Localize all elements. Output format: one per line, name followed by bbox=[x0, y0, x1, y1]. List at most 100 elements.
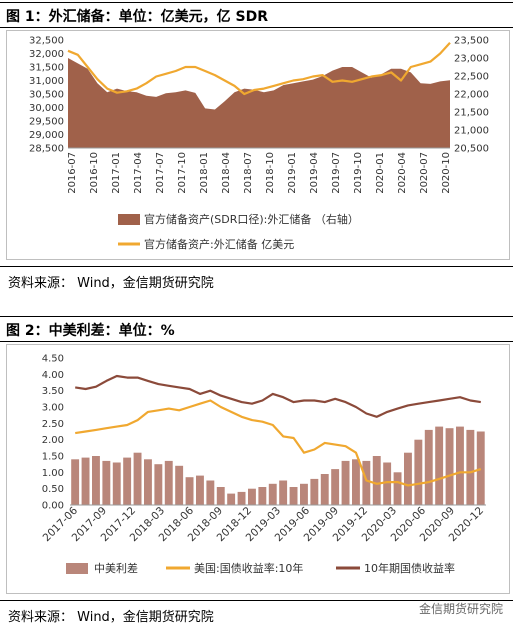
x-tick-label-8: 2018-07 bbox=[243, 152, 254, 194]
bar-spread-29 bbox=[372, 456, 381, 505]
bar-spread-20 bbox=[279, 480, 288, 505]
figure1-title: 图 1：外汇储备：单位：亿美元，亿 SDR bbox=[6, 9, 268, 25]
x-tick-label-9: 2018-10 bbox=[265, 152, 276, 194]
x-tick-label-15: 2020-04 bbox=[397, 152, 408, 194]
figure2-title-rule bbox=[0, 341, 513, 342]
x-tick-label-10: 2019-01 bbox=[287, 152, 298, 194]
y-tick-label-8: 4.00 bbox=[42, 370, 64, 381]
y-right-tick-label-4: 22,500 bbox=[454, 72, 489, 83]
x-tick-label-7: 2018-04 bbox=[221, 152, 232, 194]
series-area-sdr-reserves bbox=[68, 58, 450, 148]
bar-spread-2 bbox=[92, 456, 100, 505]
bar-spread-18 bbox=[258, 487, 267, 505]
legend-swatch-spread bbox=[66, 563, 88, 574]
bar-spread-15 bbox=[227, 493, 236, 505]
bar-spread-36 bbox=[445, 428, 454, 505]
bar-spread-11 bbox=[185, 477, 194, 505]
y-tick-label-1: 0.50 bbox=[42, 484, 64, 495]
figure1-source: 资料来源： Wind，金信期货研究院 bbox=[8, 276, 214, 291]
bar-spread-22 bbox=[300, 483, 308, 505]
y-left-tick-label-4: 30,500 bbox=[29, 90, 64, 101]
bar-spread-10 bbox=[175, 465, 184, 505]
figure1-title-rule bbox=[0, 27, 513, 28]
y-right-tick-label-5: 23,000 bbox=[454, 54, 489, 65]
bar-spread-4 bbox=[112, 462, 121, 505]
y-left-tick-label-2: 29,500 bbox=[29, 117, 64, 128]
bar-spread-19 bbox=[268, 483, 277, 505]
legend-label-sdr: 官方储备资产(SDR口径):外汇储备 （右轴） bbox=[144, 212, 359, 226]
y-left-tick-label-7: 32,000 bbox=[29, 49, 64, 60]
x-tick-label-12: 2019-07 bbox=[331, 152, 342, 194]
y-right-tick-label-6: 23,500 bbox=[454, 36, 489, 47]
x-tick-label-13: 2019-10 bbox=[353, 152, 364, 194]
figure2-bottom-rule bbox=[0, 600, 513, 601]
y-left-tick-label-1: 29,000 bbox=[29, 130, 64, 141]
bar-spread-7 bbox=[144, 459, 152, 505]
bar-spread-5 bbox=[123, 457, 132, 505]
legend-label-usd: 官方储备资产:外汇储备 亿美元 bbox=[144, 237, 294, 251]
x-tick-label-16: 2020-07 bbox=[419, 152, 430, 194]
x-tick-label-17: 2020-10 bbox=[441, 152, 452, 194]
x-tick-label-0: 2016-07 bbox=[67, 152, 78, 194]
figure2-top-rule bbox=[0, 316, 513, 317]
figure2-title: 图 2：中美利差：单位：% bbox=[6, 323, 175, 339]
x-tick-label-2: 2017-01 bbox=[111, 152, 122, 194]
legend-label-spread: 中美利差 bbox=[94, 561, 138, 575]
x-tick-label-11: 2019-04 bbox=[309, 152, 320, 194]
y-left-tick-label-5: 31,000 bbox=[29, 76, 64, 87]
y-tick-label-2: 1.00 bbox=[42, 468, 64, 479]
bar-spread-31 bbox=[393, 472, 402, 505]
y-tick-label-9: 4.50 bbox=[42, 354, 64, 365]
y-right-tick-label-1: 21,000 bbox=[454, 126, 489, 137]
y-right-tick-label-2: 21,500 bbox=[454, 108, 489, 119]
legend-label-us-10y: 美国:国债收益率:10年 bbox=[194, 561, 303, 575]
bar-spread-1 bbox=[81, 457, 90, 505]
y-tick-label-3: 1.50 bbox=[42, 452, 64, 463]
bar-spread-37 bbox=[456, 426, 464, 505]
x-tick-label-6: 2018-01 bbox=[199, 152, 210, 194]
bar-spread-39 bbox=[476, 431, 485, 505]
x-tick-label-14: 2020-01 bbox=[375, 152, 386, 194]
series-line-us-10y bbox=[75, 399, 482, 487]
bar-spread-38 bbox=[466, 429, 475, 505]
bar-spread-33 bbox=[414, 439, 423, 505]
y-tick-label-4: 2.00 bbox=[42, 435, 64, 446]
x-tick-label-1: 2016-10 bbox=[89, 152, 100, 194]
bar-spread-9 bbox=[164, 460, 173, 505]
legend-label-cn-10y: 10年期国债收益率 bbox=[364, 561, 455, 575]
y-tick-label-0: 0.00 bbox=[42, 501, 64, 512]
y-left-tick-label-3: 30,000 bbox=[29, 103, 64, 114]
bar-spread-30 bbox=[383, 462, 392, 505]
bar-spread-3 bbox=[102, 460, 111, 505]
series-line-usd-reserves bbox=[67, 41, 451, 96]
series-line-cn-10y bbox=[75, 374, 481, 418]
bar-spread-13 bbox=[206, 480, 215, 505]
y-left-tick-label-0: 28,500 bbox=[29, 144, 64, 155]
bar-spread-12 bbox=[196, 475, 204, 505]
figure1-bottom-rule bbox=[0, 266, 513, 267]
bar-spread-6 bbox=[133, 452, 142, 505]
bar-spread-21 bbox=[289, 487, 298, 505]
y-left-tick-label-6: 31,500 bbox=[29, 63, 64, 74]
chart1-border bbox=[6, 30, 510, 260]
bar-spread-14 bbox=[216, 487, 225, 505]
y-left-tick-label-8: 32,500 bbox=[29, 36, 64, 47]
y-tick-label-5: 2.50 bbox=[42, 419, 64, 430]
bar-spread-35 bbox=[435, 426, 444, 505]
x-tick-label-3: 2017-04 bbox=[133, 152, 144, 194]
top-rule bbox=[0, 2, 513, 3]
y-right-tick-label-0: 20,500 bbox=[454, 144, 489, 155]
bar-spread-23 bbox=[310, 478, 319, 505]
y-tick-label-6: 3.00 bbox=[42, 403, 64, 414]
bar-spread-27 bbox=[352, 459, 360, 505]
legend-swatch-sdr bbox=[118, 214, 140, 225]
bar-spread-0 bbox=[71, 459, 80, 505]
bar-spread-25 bbox=[331, 469, 340, 505]
figure1-chart: 28,500 29,000 29,500 30,000 30,500 31,000 31,5… bbox=[6, 30, 510, 260]
bar-spread-16 bbox=[237, 491, 246, 505]
y-tick-label-7: 3.50 bbox=[42, 386, 64, 397]
figure2-source: 资料来源： Wind，金信期货研究院 bbox=[8, 610, 214, 625]
bar-spread-32 bbox=[404, 452, 412, 505]
figure2-svg: 0.00 0.50 1.00 1.50 2.00 2.50 3.00 3.50 4.00 4.50… bbox=[6, 344, 510, 594]
x-tick-label-5: 2017-10 bbox=[177, 152, 188, 194]
